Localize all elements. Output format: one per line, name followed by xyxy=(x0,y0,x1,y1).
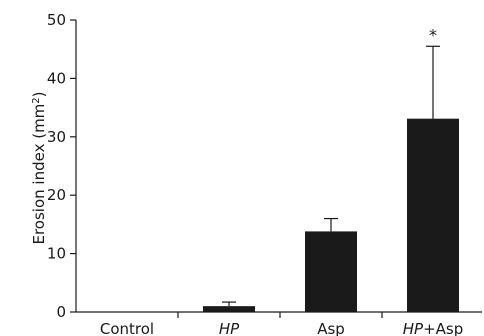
x-tick-label: HP+Asp xyxy=(403,320,464,336)
x-tick-label-part: Control xyxy=(100,320,154,336)
y-axis-label-text: Erosion index (mm xyxy=(30,104,48,245)
bars: * xyxy=(203,25,459,312)
y-tick-label: 30 xyxy=(47,128,66,146)
x-tick-label-part: Asp xyxy=(317,320,345,336)
y-axis-label-superscript: 2 xyxy=(31,97,42,103)
bar xyxy=(407,118,459,312)
y-tick-label: 0 xyxy=(56,303,66,321)
bar xyxy=(305,231,357,312)
x-tick-label-part: HP xyxy=(403,320,424,336)
x-axis: Control HP Asp HP+Asp xyxy=(76,311,482,336)
y-tick-label: 40 xyxy=(47,69,66,87)
y-tick-label: 20 xyxy=(47,186,66,204)
y-tick-label: 10 xyxy=(47,245,66,263)
x-tick-label-part: +Asp xyxy=(423,320,463,336)
x-tick-label: HP xyxy=(219,320,240,336)
x-tick-label-part: HP xyxy=(219,320,240,336)
y-tick-label: 50 xyxy=(47,11,66,29)
bar xyxy=(203,306,255,312)
x-tick-label: Control xyxy=(100,320,154,336)
x-tick-label: Asp xyxy=(317,320,345,336)
y-axis: 0 10 20 30 40 50 xyxy=(47,11,77,321)
significance-marker: * xyxy=(429,25,437,44)
y-axis-label-suffix: ) xyxy=(30,91,48,97)
y-axis-label: Erosion index (mm2) xyxy=(30,91,48,244)
